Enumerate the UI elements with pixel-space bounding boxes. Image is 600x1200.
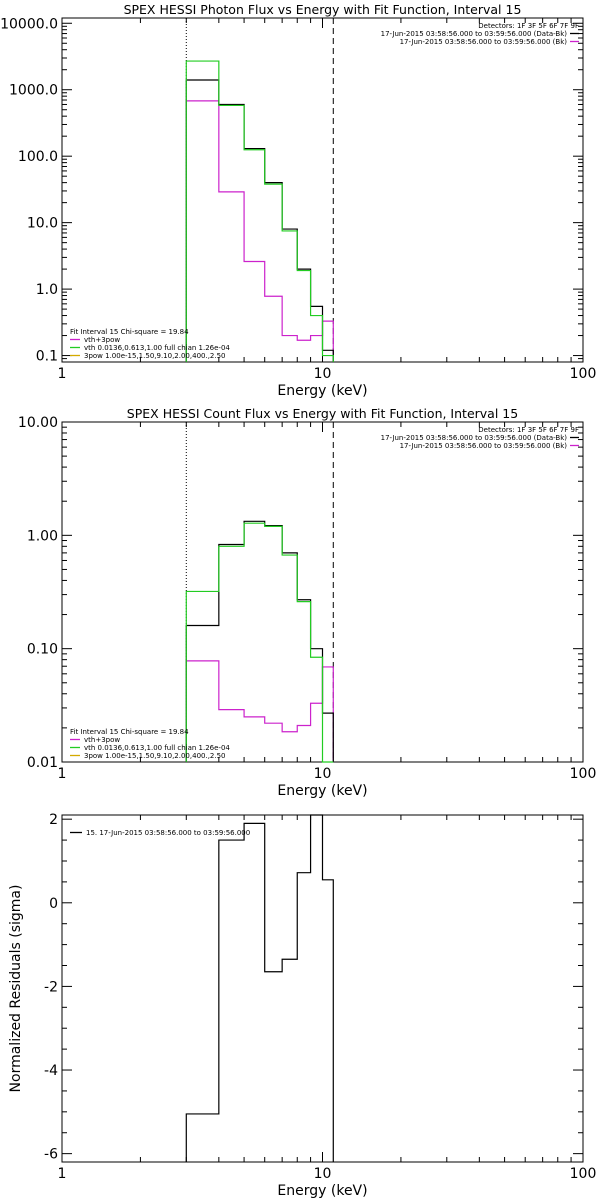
fit-legend-label: vth 0.0136,0.613,1.00 full chian 1.26e-0… <box>84 744 230 752</box>
y-tick-label: 0 <box>49 896 58 912</box>
legend-label: 17-Jun-2015 03:58:56.000 to 03:59:56.000… <box>381 434 568 442</box>
series-line <box>185 100 334 362</box>
fit-legend-label: vth+3pow <box>84 736 120 744</box>
y-tick-label: -2 <box>44 979 58 995</box>
x-tick-label: 1 <box>58 366 67 382</box>
legend-label: 17-Jun-2015 03:58:56.000 to 03:59:56.000… <box>400 38 568 46</box>
x-axis-label: Energy (keV) <box>277 783 367 799</box>
y-axis-label: Normalized Residuals (sigma) <box>8 885 24 1093</box>
fit-legend-header: Fit Interval 15 Chi-square = 19.84 <box>70 728 189 736</box>
x-axis-label: Energy (keV) <box>277 383 367 399</box>
y-tick-label: 10.0 <box>27 216 58 232</box>
y-tick-label: 2 <box>49 812 58 828</box>
x-tick-label: 1 <box>58 1166 67 1182</box>
y-tick-label: 10.00 <box>18 415 58 431</box>
chart-title: SPEX HESSI Photon Flux vs Energy with Fi… <box>124 2 522 17</box>
x-tick-label: 10 <box>314 766 332 782</box>
y-tick-label: 100.0 <box>18 149 58 165</box>
y-tick-label: -4 <box>44 1063 58 1079</box>
legend-label: 17-Jun-2015 03:58:56.000 to 03:59:56.000… <box>400 442 568 450</box>
fit-legend-label: 3pow 1.00e-15,1.50,9.10,2.00,400.,2.50 <box>84 352 226 360</box>
chart-panel-1: SPEX HESSI Photon Flux vs Energy with Fi… <box>0 2 596 399</box>
x-tick-label: 100 <box>570 766 597 782</box>
x-tick-label: 10 <box>314 1166 332 1182</box>
chart-panel-3: 1 10 100 -6 -4 -2 0 2 Energy (keV) Normalized Res… <box>8 812 596 1199</box>
x-tick-label: 100 <box>570 1166 597 1182</box>
series-line <box>185 522 334 763</box>
x-tick-label: 10 <box>314 366 332 382</box>
legend-header: Detectors: 1F 3F 5F 6F 7F 9F <box>478 426 579 434</box>
chart-title: SPEX HESSI Count Flux vs Energy with Fit… <box>127 406 518 421</box>
y-tick-label: 1000.0 <box>9 83 58 99</box>
y-tick-label: 0.1 <box>36 349 58 365</box>
y-tick-label: 0.10 <box>27 642 58 658</box>
fit-legend-label: 3pow 1.00e-15,1.50,9.10,2.00,400.,2.50 <box>84 752 226 760</box>
x-tick-label: 100 <box>570 366 597 382</box>
fit-legend-label: vth+3pow <box>84 336 120 344</box>
y-tick-label: -6 <box>44 1147 58 1163</box>
chart-panel-2: SPEX HESSI Count Flux vs Energy with Fit… <box>18 406 596 799</box>
x-tick-label: 1 <box>58 766 67 782</box>
legend-label: 17-Jun-2015 03:58:56.000 to 03:59:56.000… <box>381 30 568 38</box>
y-tick-label: 0.01 <box>27 755 58 771</box>
fit-legend-label: vth 0.0136,0.613,1.00 full chian 1.26e-0… <box>84 344 230 352</box>
series-line <box>185 814 334 1162</box>
series-line <box>185 79 334 362</box>
y-tick-label: 10000.0 <box>0 16 58 32</box>
legend-header: Detectors: 1F 3F 5F 6F 7F 9F <box>478 22 579 30</box>
series-line <box>185 60 334 362</box>
y-tick-label: 1.00 <box>27 528 58 544</box>
fit-legend-header: Fit Interval 15 Chi-square = 19.84 <box>70 328 189 336</box>
x-axis-label: Energy (keV) <box>277 1183 367 1199</box>
y-tick-label: 1.0 <box>36 282 58 298</box>
series-line <box>185 520 334 762</box>
legend-label: 15. 17-Jun-2015 03:58:56.000 to 03:59:56… <box>86 829 250 837</box>
